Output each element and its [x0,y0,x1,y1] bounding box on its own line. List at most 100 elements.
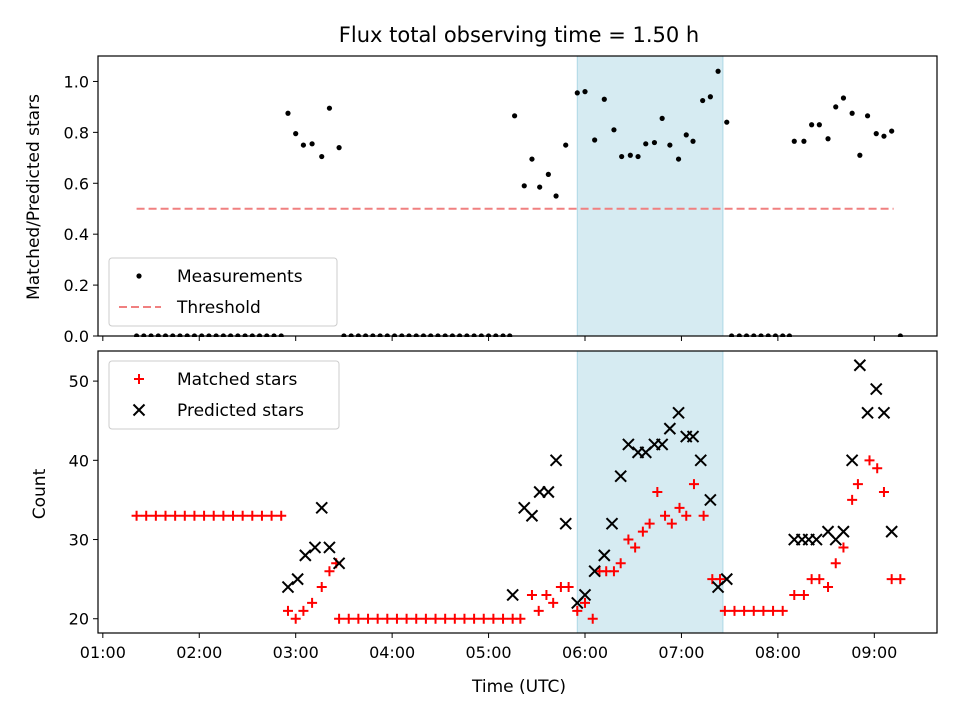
top-point-dot [715,68,721,74]
bottom-point-plus [526,589,537,600]
top-point-dot [873,131,879,137]
bottom-y-tick-label: 40 [69,451,89,470]
top-point-dot [857,152,863,158]
bottom-point-plus [830,558,841,569]
bottom-point-x [549,454,563,467]
bottom-point-plus [777,605,788,616]
bottom-point-x [588,565,601,578]
x-axis-label: Time (UTC) [471,677,566,697]
x-tick-label: 01:00 [80,643,126,662]
top-point-dot [512,113,518,119]
bottom-point-plus [681,510,692,521]
bottom-point-plus [886,574,897,585]
bottom-point-plus [290,613,301,624]
bottom-point-plus [637,526,648,537]
bottom-point-plus [488,613,499,624]
top-point-dot [801,138,807,144]
top-point-dot [545,171,551,177]
bottom-point-plus [587,613,598,624]
top-point-dot [309,141,315,147]
bottom-point-plus [895,574,906,585]
bottom-point-plus [660,510,671,521]
count-panel: 20 30 40 50 01:00 02:00 03:00 04:00 05:00 06:00 07… [69,350,938,662]
legend-entry-label: Threshold [176,298,261,318]
bottom-point-plus [459,613,470,624]
bottom-point-plus [411,613,422,624]
bottom-point-x [559,517,572,530]
bottom-point-plus [382,613,393,624]
bottom-point-plus [688,479,699,490]
bottom-point-plus [623,534,634,545]
bottom-point-plus [478,613,489,624]
bottom-point-plus [160,510,171,521]
top-point-dot [659,115,665,121]
top-point-dot [563,142,569,148]
bottom-point-x [704,493,717,507]
bottom-legend: Matched stars Predicted stars [108,360,340,430]
bottom-point-plus [864,455,875,466]
legend-marker-x [132,403,146,417]
bottom-point-plus [515,613,526,624]
bottom-point-x [622,438,635,451]
top-point-dot [683,132,689,138]
bottom-point-x [542,485,555,499]
top-point-dot [791,138,797,144]
top-point-dot [300,142,307,148]
top-point-dot [643,141,649,147]
bottom-point-plus [872,463,883,474]
bottom-point-x [308,541,322,554]
top-point-dot [336,145,342,151]
bottom-point-x [655,438,669,451]
bottom-point-plus [179,510,190,521]
bottom-point-plus [666,518,677,529]
bottom-point-x [323,541,336,554]
bottom-point-plus [401,613,412,624]
top-y-tick-label: 0.6 [64,174,89,193]
top-point-dot [724,119,730,125]
top-observing-span [576,55,724,337]
bottom-point-plus [652,487,663,497]
top-point-dot [833,104,839,110]
bottom-point-plus [199,510,210,521]
bottom-point-plus [572,605,583,616]
bottom-point-plus [847,494,858,505]
top-y-tick-label: 0.4 [64,225,89,244]
bottom-point-plus [548,597,559,608]
bottom-point-plus [698,510,709,521]
top-point-dot [864,113,871,119]
top-legend-box [108,257,338,327]
legend-entry-label: Measurements [177,267,303,287]
top-point-dot [601,96,607,102]
bottom-legend-box [108,360,340,430]
bottom-point-plus [644,518,655,529]
bottom-point-plus [449,613,460,624]
bottom-point-x [598,549,611,562]
bottom-point-plus [276,510,287,521]
x-tick-label: 03:00 [273,643,319,662]
bottom-point-x [506,588,519,602]
chart-title: Flux total observing time = 1.50 h [339,23,699,47]
bottom-point-plus [372,613,383,624]
x-tick-label: 09:00 [851,643,897,662]
bottom-point-x [315,501,328,515]
top-y-tick-label: 0.0 [64,327,89,346]
bottom-point-plus [878,487,889,497]
bottom-point-x [663,422,677,435]
bottom-point-plus [391,613,402,624]
top-point-dot [825,136,831,142]
bottom-point-plus [580,597,591,608]
ratio-panel: 0.0 0.2 0.4 0.6 0.8 1.0 Measurements Threshold [64,55,938,346]
top-point-dot [326,105,333,111]
top-point-dot [582,89,588,95]
bottom-point-plus [838,542,849,553]
bottom-point-x [281,580,295,594]
bottom-point-x [686,430,700,443]
top-point-dot [592,137,598,143]
legend-entry-label: Matched stars [177,370,297,390]
bottom-point-plus [748,605,759,616]
bottom-point-x [810,533,823,546]
top-point-dot [700,97,706,104]
bottom-point-x [299,549,312,562]
bottom-point-plus [150,510,161,521]
